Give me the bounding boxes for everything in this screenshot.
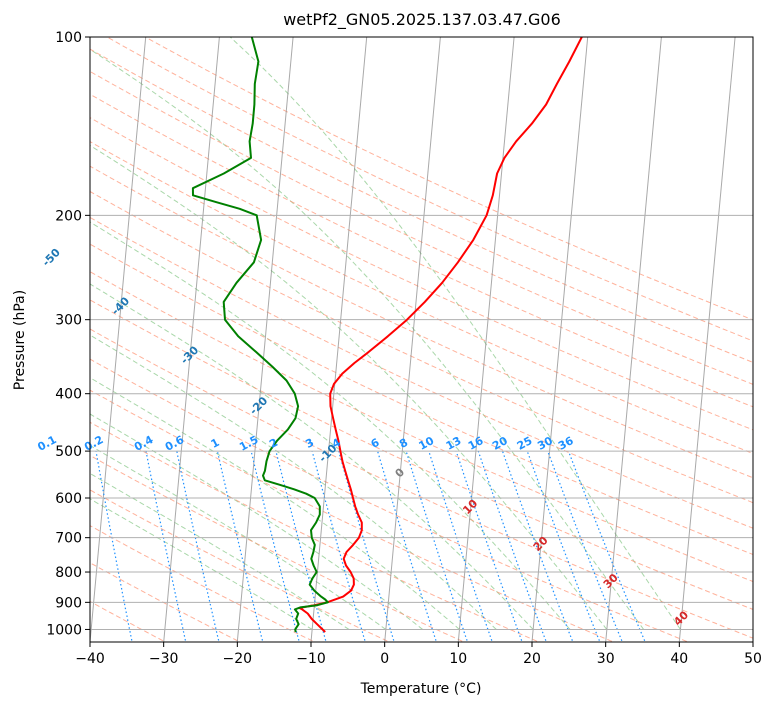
x-tick-label: 40: [670, 651, 688, 667]
y-tick-label: 700: [55, 531, 82, 547]
moist-adiabat: [229, 37, 681, 630]
y-tick-label: 1000: [46, 622, 82, 638]
dry-adiabat: [90, 190, 753, 504]
skewed-isotherm: [310, 37, 368, 642]
dry-adiabat: [90, 299, 753, 610]
mixing-ratio-label: 13: [444, 434, 464, 453]
mixing-ratio-line: [405, 450, 469, 642]
sounding-profiles: [191, 37, 583, 633]
x-tick-label: 30: [597, 651, 615, 667]
mixing-ratio-label: 25: [515, 434, 535, 453]
y-tick-label: 100: [55, 30, 82, 46]
x-axis-label: Temperature (°C): [360, 681, 482, 697]
dry-adiabat: [90, 48, 753, 363]
background-lines: [90, 37, 753, 642]
skewed-isotherm: [531, 37, 589, 642]
moist-adiabat: [90, 48, 645, 630]
moist-adiabat: [90, 221, 571, 630]
x-tick-label: 10: [449, 651, 467, 667]
y-tick-label: 400: [55, 387, 82, 403]
x-tick-label: −10: [296, 651, 326, 667]
plot-frame: [89, 36, 754, 643]
dry-adiabat: [90, 216, 753, 529]
mixing-ratio-line: [250, 450, 300, 642]
dry-adiabat: [90, 93, 753, 408]
dry-adiabat: [90, 243, 753, 556]
dry-adiabat: [90, 141, 753, 455]
mixing-ratio-line: [547, 450, 624, 642]
mixing-ratio-label: 36: [556, 434, 576, 453]
x-tick-label: −30: [149, 651, 179, 667]
skewed-isotherm: [90, 37, 147, 642]
mixing-ratio-line: [338, 450, 395, 642]
mixing-ratio-line: [567, 450, 646, 642]
mixing-ratio-line: [428, 450, 493, 642]
moist-adiabat: [90, 377, 460, 630]
mixing-ratio-label: 30: [535, 434, 555, 453]
moist-adiabat: [90, 498, 313, 630]
mixing-ratio-line: [216, 450, 264, 642]
chart-title: wetPf2_GN05.2025.137.03.47.G06: [283, 10, 561, 30]
temperature-profile: [298, 37, 583, 633]
skewed-isotherm: [457, 37, 515, 642]
mixing-ratio-line: [311, 450, 366, 642]
dry-adiabat: [106, 37, 753, 342]
dry-adiabat: [90, 117, 753, 431]
dewpoint-profile: [191, 37, 329, 633]
dry-adiabat: [90, 165, 753, 479]
y-tick-label: 900: [55, 595, 82, 611]
axes: −40 −30 −20 −10 0 10 20 30 40 50 100 200 300 400 500 60…: [46, 30, 762, 667]
skewed-isotherm: [678, 37, 736, 642]
mixing-ratio-line: [501, 450, 574, 642]
y-tick-label: 600: [55, 491, 82, 507]
y-tick-label: 300: [55, 313, 82, 329]
y-tick-label: 200: [55, 208, 82, 224]
skewed-isotherm: [163, 37, 220, 642]
moist-adiabat: [90, 144, 608, 630]
mixing-ratio-line: [145, 450, 187, 642]
mixing-ratio-line: [377, 450, 438, 642]
dry-adiabat: [90, 70, 753, 385]
x-tick-label: 20: [523, 651, 541, 667]
moist-adiabat: [90, 283, 534, 630]
y-tick-label: 800: [55, 565, 82, 581]
mixing-ratio-label: 20: [490, 434, 510, 453]
y-axis-label: Pressure (hPa): [12, 290, 28, 390]
x-tick-label: −20: [223, 651, 253, 667]
mixing-ratio-label: 16: [466, 434, 486, 453]
skewed-isotherm: [384, 37, 441, 642]
moist-adiabat: [90, 413, 423, 630]
mixing-ratio-line: [477, 450, 547, 642]
moist-adiabat: [90, 472, 350, 630]
mixing-ratio-line: [176, 450, 220, 642]
moist-adiabat: [90, 444, 387, 630]
y-tick-label: 500: [55, 444, 82, 460]
x-tick-label: 50: [744, 651, 762, 667]
x-tick-label: −40: [75, 651, 105, 667]
mixing-ratio-line: [275, 450, 327, 642]
dry-adiabat: [90, 454, 466, 642]
mixing-ratio-line: [95, 450, 133, 642]
x-tick-label: 0: [380, 651, 389, 667]
mixing-ratio-line: [526, 450, 601, 642]
mixing-ratio-label: 10: [417, 434, 437, 453]
skewed-isotherm: [605, 37, 662, 642]
dry-adiabat: [90, 358, 690, 642]
skewed-isotherm: [236, 37, 294, 642]
mixing-ratio-line: [455, 450, 523, 642]
